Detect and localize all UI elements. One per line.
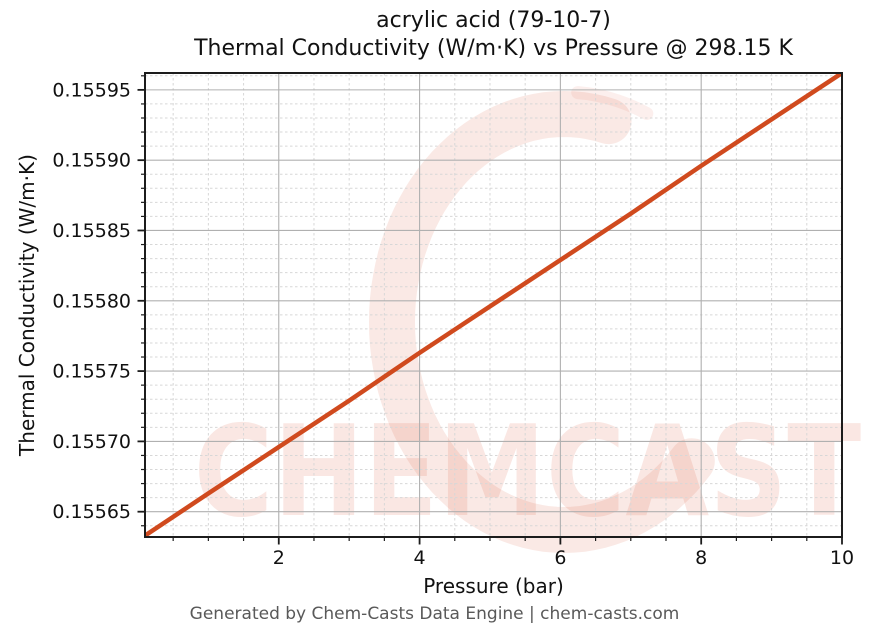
y-tick-label: 0.15590 [52,150,131,172]
x-axis-label: Pressure (bar) [423,574,564,598]
watermark-logo-arc [368,90,715,554]
axis-ticks: 2 4 6 8 10 0.15565 0.15570 0.15575 0.15580 0.1558… [52,75,854,569]
chart-title: acrylic acid (79-10-7) Thermal Conductiv… [145,7,842,63]
gridlines-minor [145,73,842,537]
x-tick-label: 4 [414,547,426,569]
y-tick-label: 0.15565 [52,501,131,523]
x-tick-label: 10 [830,547,854,569]
x-tick-label: 8 [695,547,707,569]
x-tick-label: 6 [554,547,566,569]
y-tick-label: 0.15580 [52,290,131,312]
y-tick-label: 0.15575 [52,361,131,383]
data-line [145,73,842,537]
watermark-logo-arc [571,86,654,120]
plot-spines [144,72,843,538]
chart-title-line2: Thermal Conductivity (W/m·K) vs Pressure… [194,36,793,61]
y-tick-label: 0.15585 [52,220,131,242]
x-tick-label: 2 [273,547,285,569]
chart-title-line1: acrylic acid (79-10-7) [376,8,611,33]
y-tick-label: 0.15595 [52,79,131,101]
y-tick-label: 0.15570 [52,431,131,453]
footer-credit: Generated by Chem-Casts Data Engine | ch… [189,604,680,624]
